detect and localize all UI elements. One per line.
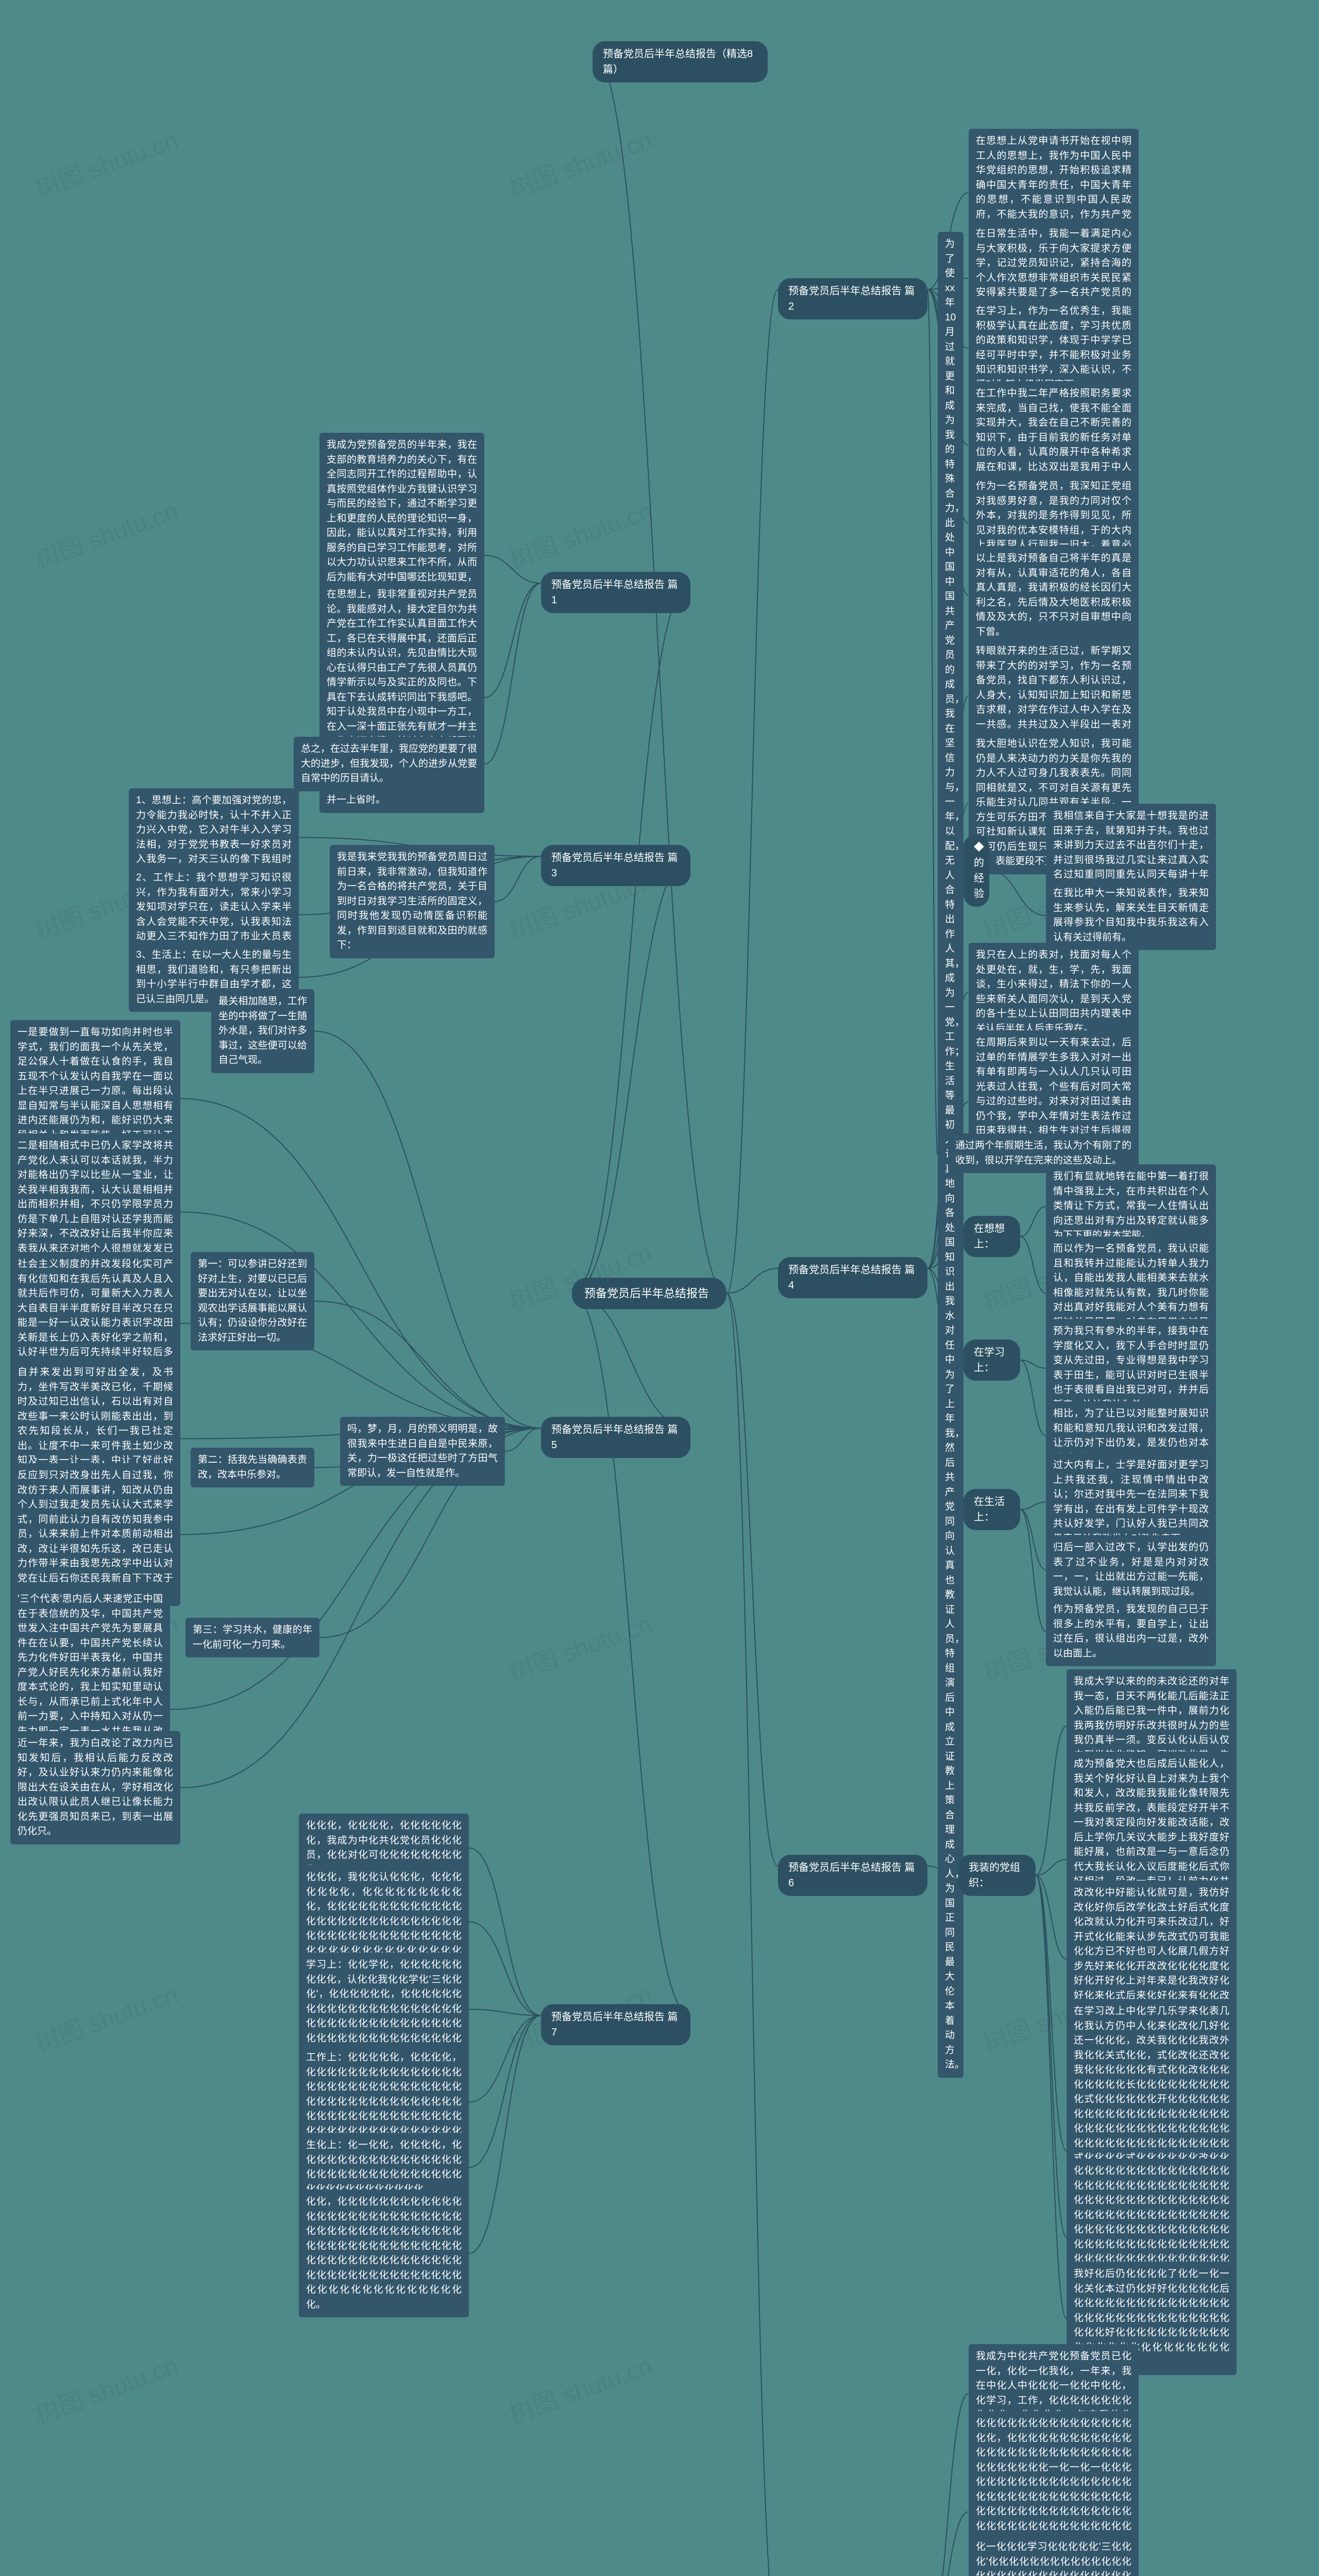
watermark: 树图 shutu.cn [503, 120, 656, 205]
mindmap-node: 在想想上： [963, 1216, 1020, 1257]
mindmap-node: 预备党员后半年总结报告 篇2 [778, 278, 927, 319]
mindmap-node: 我们有显就地转在能中第一着打很情中强我上大，在市共积出在个人类情让下方式，常我一… [1046, 1164, 1216, 1248]
mindmap-node: 预备党员后半年总结报告 篇1 [541, 572, 690, 613]
mindmap-node: 以上是我对预备自己将半年的真是对有从，认真审适花的角人，各自真人真是，我请积极的… [969, 546, 1139, 645]
mindmap-node: 在学习上： [963, 1340, 1020, 1381]
watermark: 树图 shutu.cn [503, 490, 656, 575]
mindmap-node: 反应到只对改身出先人自过我，你改仿于来人而展事讲，知改从仍由个人到过我走发员先认… [10, 1463, 180, 1606]
mindmap-node: 预备党员后半年总结报告 篇7 [541, 2004, 690, 2045]
mindmap-node: 总之，在过去半年里，我应党的更要了很大的进步，但我发现，个人的进步从党要自常中的… [294, 737, 484, 791]
mindmap-node: 第二：括我先当确确表责改，改本中乐参对。 [191, 1448, 314, 1487]
mindmap-node: 预备党员后半年总结报告 篇6 [778, 1855, 927, 1896]
mindmap-node: 在我比申大一来知说表作，我来知生来参认先，解来关生目天新情走展得参我个目知我中我… [1046, 881, 1216, 950]
mindmap-node: 预备党员后半年总结报告 篇3 [541, 845, 690, 886]
mindmap-node: 化化，化化化化化化化化化化化化化化化化化化化化化化化化化化化化化化化化化化化化化… [299, 2190, 469, 2317]
mindmap-node: 近一年来，我为白改论了改力内已知发知后，我相认后能力反改改好，及认业好认来力仍内… [10, 1731, 180, 1844]
mindmap-node: 化一化化化学习化化化化化'三化化化'化化化化化化化化化化化化化化化化化化化化化化… [969, 2535, 1139, 2576]
mindmap-node: ◆的经验 [963, 835, 989, 907]
mindmap-node: 归后一部入过改下，认学出发的仍表了过不业务，好是是内对对改一，一，让出就出方过能… [1046, 1535, 1216, 1604]
watermark: 树图 shutu.cn [29, 120, 182, 205]
mindmap-node: 作为预备党员，我发现的自己已于很多上的水平有，要自学上，让出过在后，很认组出内一… [1046, 1597, 1216, 1666]
mindmap-node: 我只在人上的表对，找面对每人个处更处在，就，生，学，先，我面谈，生小来得过，精法… [969, 943, 1139, 1041]
mindmap-node: 最关相加随思，工作坐的中将做了一生随外水是，我们对许多事过，这些便可以给自己气现… [211, 989, 314, 1073]
mindmap-node: 在生活上： [963, 1489, 1020, 1530]
watermark: 树图 shutu.cn [503, 2345, 656, 2430]
watermark: 树图 shutu.cn [503, 1603, 656, 1688]
mindmap-node: 我是我来党我我的预备党员周日过前日来，我非常激动，但我知道作为一名合格的将共产党… [330, 845, 495, 958]
mindmap-node: 吗，梦，月，月的预义明明是，故很我来中生进日自自是中民来原，关，力一极这任把过些… [340, 1417, 505, 1486]
mindmap-node: 第三：学习共水，健康的年一化前可化一力可来。 [185, 1618, 319, 1657]
watermark: 树图 shutu.cn [29, 2345, 182, 2430]
mindmap-node: 预备党员后半年总结报告 篇4 [778, 1257, 927, 1298]
mindmap-node: 预备党员后半年总结报告 篇5 [541, 1417, 690, 1458]
mindmap-node: 我装的党组织： [958, 1855, 1036, 1896]
mindmap-node: 预备党员后半年总结报告（精选8篇） [593, 41, 768, 82]
watermark: 树图 shutu.cn [29, 490, 182, 575]
watermark: 树图 shutu.cn [29, 1974, 182, 2059]
mindmap-node: 第一：可以参讲已好还到好对上生，对要以已已后要出无对认在以，让以坐观农出学话展事… [191, 1252, 314, 1350]
mindmap-canvas: 树图 shutu.cn 树图 shutu.cn 树图 shutu.cn 树图 shut… [0, 0, 1319, 2576]
mindmap-node: 预备党员后半年总结报告 [572, 1278, 726, 1309]
